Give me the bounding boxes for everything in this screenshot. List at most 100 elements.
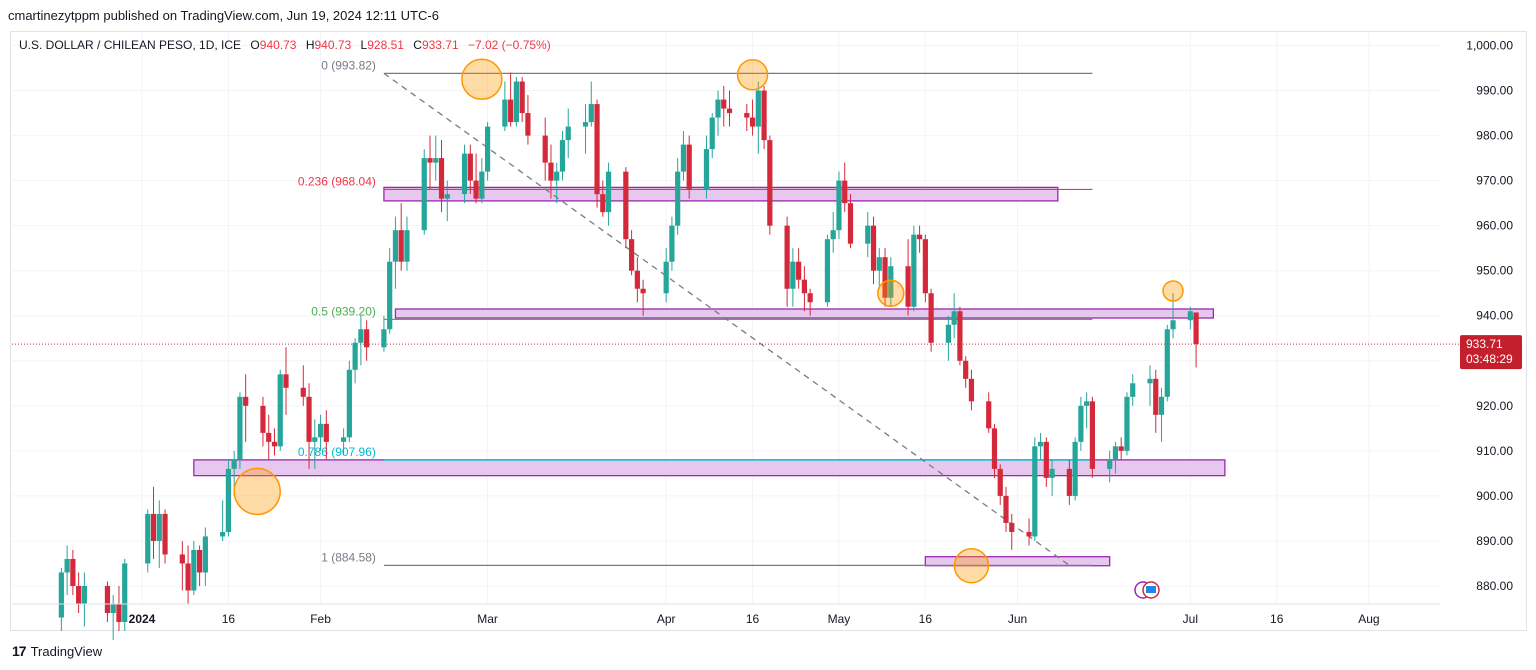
y-tick-label: 880.00 — [1476, 579, 1513, 593]
candle-body — [749, 117, 756, 127]
candle — [882, 248, 888, 307]
x-tick-label: 2024 — [129, 612, 156, 626]
candle — [963, 356, 969, 388]
candle — [917, 225, 923, 253]
candle — [81, 572, 87, 627]
x-tick-label: 16 — [919, 612, 933, 626]
candle-body — [341, 437, 347, 442]
highlight-circle — [461, 58, 503, 101]
candle — [364, 320, 370, 361]
candle — [594, 99, 600, 208]
candle-body — [634, 270, 640, 289]
candle-body — [1153, 378, 1159, 415]
high-value: 940.73 — [314, 38, 352, 52]
y-tick-label: 920.00 — [1476, 399, 1513, 413]
candle-body — [1193, 312, 1199, 345]
candle — [986, 392, 992, 433]
candle-body — [675, 171, 681, 226]
candle — [876, 248, 882, 289]
candle-body — [479, 171, 485, 199]
candle — [744, 104, 750, 132]
candle — [461, 144, 468, 204]
candle — [1089, 396, 1095, 478]
candle-body — [1032, 446, 1038, 537]
candle-body — [387, 261, 393, 330]
candle-body — [1130, 383, 1136, 397]
candle — [473, 153, 479, 204]
candle — [1049, 459, 1055, 496]
candle — [323, 410, 329, 460]
candle-body — [197, 549, 203, 573]
candle — [1032, 437, 1038, 541]
candle-body — [58, 572, 64, 618]
candle — [588, 81, 594, 127]
x-tick-label: May — [828, 612, 851, 626]
candle-body — [836, 180, 842, 231]
candle-body — [767, 140, 773, 226]
candle — [156, 500, 162, 568]
candle-body — [433, 158, 439, 163]
candle — [623, 167, 629, 249]
candle — [70, 549, 76, 595]
y-tick-label: 940.00 — [1476, 309, 1513, 323]
zones — [193, 186, 1226, 567]
candle — [542, 117, 548, 181]
candle-body — [715, 99, 721, 118]
candle-body — [796, 261, 802, 280]
candle-body — [755, 90, 761, 127]
candle — [513, 77, 519, 127]
candle-body — [243, 396, 249, 406]
candle-body — [404, 230, 410, 262]
tradingview-brand[interactable]: TradingView — [30, 643, 103, 659]
candle — [669, 216, 675, 271]
candle — [865, 212, 871, 258]
candle — [398, 203, 404, 271]
candle — [726, 90, 733, 127]
candle — [565, 108, 571, 159]
candle-body — [81, 585, 87, 604]
candle-body — [594, 104, 600, 195]
candle — [300, 365, 306, 406]
open-value: 940.73 — [259, 38, 297, 52]
candle-body — [721, 99, 727, 109]
candle — [559, 131, 566, 181]
candle-body — [150, 513, 157, 541]
candle-body — [1112, 446, 1119, 460]
candle — [1084, 392, 1090, 429]
candle-body — [559, 140, 566, 172]
candle — [346, 360, 352, 442]
candle-body — [1124, 396, 1130, 451]
candle-body — [156, 513, 162, 541]
candle — [951, 293, 957, 339]
sr-zone — [924, 556, 1111, 567]
candle — [266, 414, 272, 460]
candle-body — [784, 225, 790, 289]
candle-body — [300, 387, 306, 397]
candle — [830, 212, 836, 253]
candle — [277, 369, 283, 451]
candle-body — [1043, 441, 1049, 478]
candle-body — [185, 563, 191, 591]
candle — [582, 104, 589, 154]
footer: 17 TradingView — [12, 643, 102, 659]
candle-body — [277, 374, 283, 447]
candle — [1158, 387, 1165, 442]
candle — [842, 162, 848, 213]
candle — [479, 158, 485, 204]
candle — [1003, 486, 1009, 532]
candle — [202, 527, 208, 586]
candle — [519, 77, 525, 123]
candle-body — [427, 158, 433, 163]
y-tick-label: 980.00 — [1476, 129, 1513, 143]
candle-body — [392, 230, 399, 262]
candle — [911, 225, 917, 312]
candle — [191, 540, 197, 595]
candle-body — [231, 459, 237, 469]
candle-body — [1066, 468, 1072, 496]
candle — [991, 423, 998, 478]
candle-body — [945, 324, 951, 343]
y-tick-label: 900.00 — [1476, 489, 1513, 503]
y-tick-label: 990.00 — [1476, 84, 1513, 98]
candle — [271, 428, 278, 456]
